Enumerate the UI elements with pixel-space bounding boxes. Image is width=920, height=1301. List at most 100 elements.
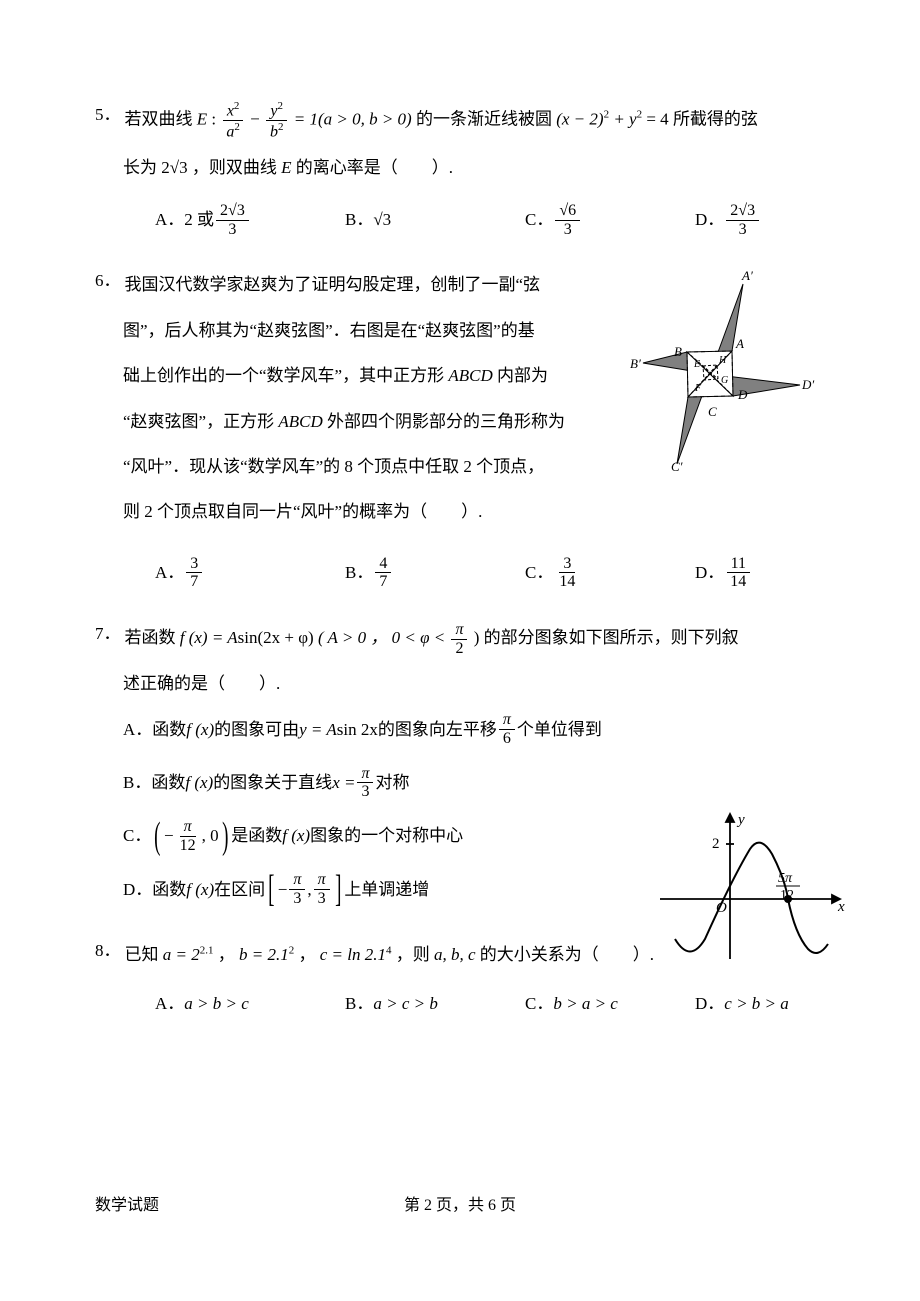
q7d-lb: [ [268, 874, 274, 904]
q6-opt-d: D． 1114 [695, 555, 845, 591]
q7-t2: 的部分图象如下图所示，则下列叙 [484, 628, 739, 647]
q8-t1: 已知 [125, 945, 163, 964]
q6-l4: “赵爽弦图”，正方形 ABCD 外部四个阴影部分的三角形称为 [95, 403, 585, 440]
q6-text: 6． 我国汉代数学家赵爽为了证明勾股定理，创制了一副“弦 图”，后人称其为“赵爽… [95, 266, 595, 538]
q5-opt-a: A． 2 或 2√33 [155, 202, 345, 238]
label-F: F [694, 383, 702, 394]
fig-x-label: x [837, 899, 845, 915]
q7c-minus: − [164, 817, 174, 854]
q8-d-val: c > b > a [724, 989, 789, 1020]
q8-opt-a: A． a > b > c [155, 989, 345, 1020]
q7c-t3: 图象的一个对称中心 [310, 817, 463, 854]
q7-t1: 若函数 [125, 628, 180, 647]
q7b-pin: π [357, 765, 373, 784]
q5-cs2: 2 [637, 109, 643, 121]
q6-options: A． 37 B． 47 C． 314 D． 1114 [95, 555, 825, 591]
q6-opt-a: A． 37 [155, 555, 345, 591]
q6-b-den: 7 [375, 573, 391, 591]
q6-l6: 则 2 个顶点取自同一片“风叶”的概率为（ ）. [95, 493, 585, 530]
q5-a-label: A． [155, 205, 184, 236]
q7d-f2: π3 [314, 871, 330, 907]
label-G: G [721, 375, 728, 386]
q6-c-den: 14 [555, 573, 579, 591]
q7d-p2n: π [314, 871, 330, 890]
q6-c-label: C． [525, 558, 553, 589]
q7b-t1: 函数 [151, 764, 185, 801]
label-H: H [718, 355, 727, 366]
q5-f2n: y [270, 102, 277, 119]
q6-b-frac: 47 [375, 555, 391, 591]
q7-pid: 2 [451, 640, 467, 658]
q8-t4: ，则 [396, 945, 434, 964]
q5-c-den: 3 [560, 221, 576, 239]
q5-t3: 所截得的弦 [673, 109, 758, 128]
q5-t2: 的一条渐近线被圆 [416, 109, 556, 128]
q8-d-label: D． [695, 989, 724, 1020]
q6-d-den: 14 [726, 573, 750, 591]
q6-l4-t2: 外部四个阴影部分的三角形称为 [323, 412, 565, 431]
q5-l2-t3: 的离心率是（ ）. [296, 158, 453, 177]
q8-b-label: B． [345, 989, 373, 1020]
q6-b-label: B． [345, 558, 373, 589]
label-A: A [735, 336, 744, 351]
q7a-y: y = A [299, 711, 337, 748]
label-B: B [674, 344, 682, 359]
q7a-frac: π6 [499, 711, 515, 747]
q5-f2d: b [270, 123, 278, 140]
q7c-lp: ( [155, 821, 161, 851]
q6-d-num: 11 [727, 555, 750, 574]
q5-circ2: + y [613, 109, 636, 128]
q5-a-frac: 2√33 [216, 202, 249, 238]
q5-body: 若双曲线 E : x2 a2 − y2 b2 = 1(a > 0, b > 0)… [125, 100, 826, 141]
q6-l3-t1: 础上创作出的一个“数学风车”，其中正方形 [123, 366, 448, 385]
q7c-frac: π12 [176, 818, 200, 854]
q5-f2ns: 2 [278, 100, 284, 112]
q5-f1ns: 2 [234, 100, 240, 112]
q7d-t3: 上单调递增 [344, 871, 429, 908]
q7c-pin: π [180, 818, 196, 837]
q5-colon: : [211, 109, 220, 128]
question-5: 5． 若双曲线 E : x2 a2 − y2 b2 = 1(a > 0, b >… [95, 100, 825, 238]
q7-body: 若函数 f (x) = Asin(2x + φ) ( A > 0 ， 0 < φ… [125, 619, 826, 657]
q6-l4-abcd: ABCD [278, 412, 322, 431]
q8-a-val: a > b > c [184, 989, 249, 1020]
q6-opt-b: B． 47 [345, 555, 525, 591]
fig-tick-num: 5π [778, 871, 793, 886]
page-footer: 数学试题 第 2 页，共 6 页 [0, 1192, 920, 1221]
q7a-label: A． [123, 711, 152, 748]
q5-frac1: x2 a2 [222, 100, 244, 141]
q5-minus: − [250, 109, 264, 128]
q7b-label: B． [123, 764, 151, 801]
q6-a-label: A． [155, 558, 184, 589]
q8-opt-d: D． c > b > a [695, 989, 845, 1020]
q7-figure: y x O 2 5π 12 [660, 804, 850, 975]
q7d-comma: , [307, 871, 311, 908]
q5-line2: 长为 2√3 ，则双曲线 E 的离心率是（ ）. [95, 149, 825, 186]
q6-l1: 我国汉代数学家赵爽为了证明勾股定理，创制了一副“弦 [125, 266, 586, 303]
q8-csup: 4 [386, 944, 392, 956]
q7-sin: sin(2x + φ) [238, 628, 314, 647]
fig-tick-den: 12 [780, 888, 794, 903]
q8-c: c = ln 2.1 [320, 945, 386, 964]
q7d-p1d: 3 [289, 890, 305, 908]
q7d-rb: ] [335, 874, 341, 904]
q8-bsup: 2 [289, 944, 295, 956]
q5-d-frac: 2√33 [726, 202, 759, 238]
q8-a: a = 2 [163, 945, 200, 964]
q6-a-frac: 37 [186, 555, 202, 591]
q5-t1: 若双曲线 [125, 109, 193, 128]
q7d-t1: 函数 [152, 871, 186, 908]
q7-opt-a: A． 函数 f (x) 的图象可由 y = Asin 2x 的图象向左平移 π6… [95, 711, 825, 748]
q7-opt-b: B． 函数 f (x) 的图象关于直线 x = π3 对称 [95, 764, 825, 801]
q6-a-den: 7 [186, 573, 202, 591]
q7b-t2: 的图象关于直线 [213, 764, 332, 801]
q8-abc: a, b, c [434, 945, 476, 964]
q7-pin: π [451, 621, 467, 640]
q5-l2-t1: 长为 [123, 158, 161, 177]
q7-pclose: ) [474, 628, 480, 647]
sine-graph-svg: y x O 2 5π 12 [660, 804, 850, 964]
q8-options: A． a > b > c B． a > c > b C． b > a > c D… [95, 989, 825, 1020]
q7b-pid: 3 [357, 783, 373, 801]
q8-t3: ， [298, 945, 319, 964]
q7a-sin: sin 2x [337, 711, 378, 748]
